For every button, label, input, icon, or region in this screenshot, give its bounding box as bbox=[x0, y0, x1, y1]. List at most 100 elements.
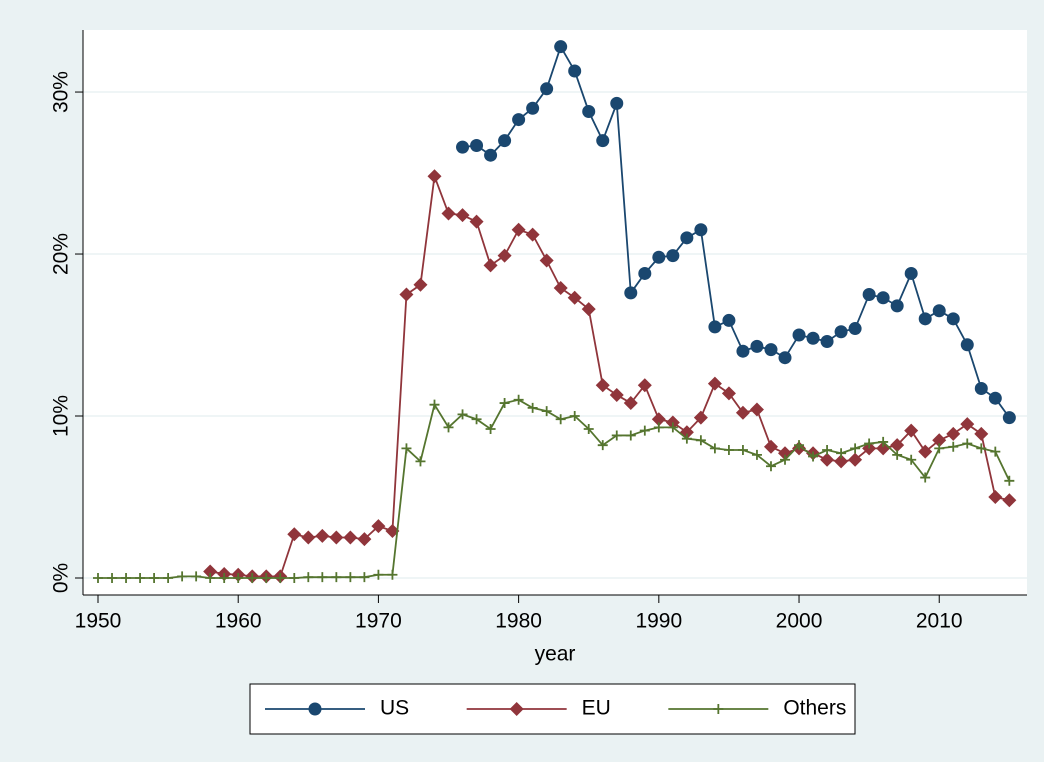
marker bbox=[470, 138, 484, 152]
marker bbox=[149, 572, 160, 583]
marker bbox=[680, 231, 694, 245]
marker bbox=[509, 702, 524, 716]
marker bbox=[93, 572, 104, 583]
marker bbox=[948, 441, 959, 452]
marker bbox=[261, 572, 272, 583]
marker bbox=[848, 452, 863, 467]
marker bbox=[693, 410, 708, 425]
marker bbox=[484, 148, 498, 162]
marker bbox=[681, 433, 692, 444]
marker bbox=[457, 409, 468, 420]
marker bbox=[455, 208, 470, 223]
marker bbox=[904, 266, 918, 280]
marker bbox=[371, 519, 386, 534]
marker bbox=[539, 253, 554, 268]
marker bbox=[722, 313, 736, 327]
marker bbox=[429, 399, 440, 410]
x-tick-label: 2010 bbox=[916, 610, 963, 633]
series-line bbox=[462, 44, 1011, 419]
marker bbox=[527, 402, 538, 413]
marker bbox=[962, 438, 973, 449]
marker bbox=[946, 312, 960, 326]
marker bbox=[749, 402, 764, 417]
marker bbox=[525, 227, 540, 242]
marker bbox=[331, 572, 342, 583]
marker bbox=[219, 572, 230, 583]
marker bbox=[595, 378, 610, 393]
marker bbox=[596, 134, 610, 148]
marker bbox=[385, 524, 400, 539]
marker bbox=[553, 281, 568, 296]
marker bbox=[976, 443, 987, 454]
marker bbox=[135, 572, 146, 583]
marker bbox=[834, 325, 848, 339]
marker bbox=[709, 443, 720, 454]
marker bbox=[581, 302, 596, 317]
marker bbox=[918, 444, 933, 459]
marker bbox=[233, 572, 244, 583]
marker bbox=[737, 445, 748, 456]
marker bbox=[694, 223, 708, 237]
marker bbox=[443, 422, 454, 433]
marker bbox=[582, 104, 596, 118]
marker bbox=[934, 443, 945, 454]
marker bbox=[906, 454, 917, 465]
marker bbox=[765, 461, 776, 472]
x-tick-label: 1990 bbox=[635, 610, 682, 633]
marker bbox=[499, 398, 510, 409]
marker bbox=[920, 472, 931, 483]
marker bbox=[303, 572, 314, 583]
marker bbox=[862, 288, 876, 302]
marker bbox=[511, 222, 526, 237]
plot-area bbox=[83, 30, 1027, 595]
marker bbox=[609, 387, 624, 402]
marker bbox=[834, 454, 849, 469]
marker bbox=[892, 449, 903, 460]
marker bbox=[345, 572, 356, 583]
marker bbox=[707, 376, 722, 391]
marker bbox=[904, 423, 919, 438]
marker bbox=[177, 571, 188, 582]
marker bbox=[836, 448, 847, 459]
marker bbox=[513, 394, 524, 405]
series-line bbox=[210, 175, 1010, 578]
marker bbox=[751, 449, 762, 460]
marker bbox=[960, 338, 974, 352]
marker bbox=[357, 532, 372, 547]
marker bbox=[471, 414, 482, 425]
marker bbox=[974, 426, 989, 441]
x-tick-label: 1950 bbox=[75, 610, 122, 633]
legend-label: US bbox=[380, 697, 409, 720]
marker bbox=[625, 430, 636, 441]
marker bbox=[918, 312, 932, 326]
marker bbox=[247, 572, 258, 583]
marker bbox=[794, 440, 805, 451]
marker bbox=[567, 290, 582, 305]
marker bbox=[713, 704, 724, 714]
marker bbox=[623, 396, 638, 411]
marker bbox=[597, 440, 608, 451]
marker bbox=[850, 443, 861, 454]
marker bbox=[890, 299, 904, 313]
marker bbox=[960, 417, 975, 432]
x-axis-label: year bbox=[535, 643, 576, 666]
marker bbox=[498, 134, 512, 148]
marker bbox=[750, 339, 764, 353]
marker bbox=[205, 572, 216, 583]
marker bbox=[289, 572, 300, 583]
marker bbox=[695, 435, 706, 446]
marker bbox=[317, 572, 328, 583]
marker bbox=[946, 426, 961, 441]
marker bbox=[485, 423, 496, 434]
marker bbox=[723, 445, 734, 456]
marker bbox=[653, 422, 664, 433]
marker bbox=[667, 422, 678, 433]
marker bbox=[583, 423, 594, 434]
marker bbox=[780, 454, 791, 465]
marker bbox=[708, 320, 722, 334]
x-tick-label: 2000 bbox=[776, 610, 823, 633]
marker bbox=[974, 381, 988, 395]
marker bbox=[651, 412, 666, 427]
marker bbox=[652, 250, 666, 264]
marker bbox=[569, 411, 580, 422]
